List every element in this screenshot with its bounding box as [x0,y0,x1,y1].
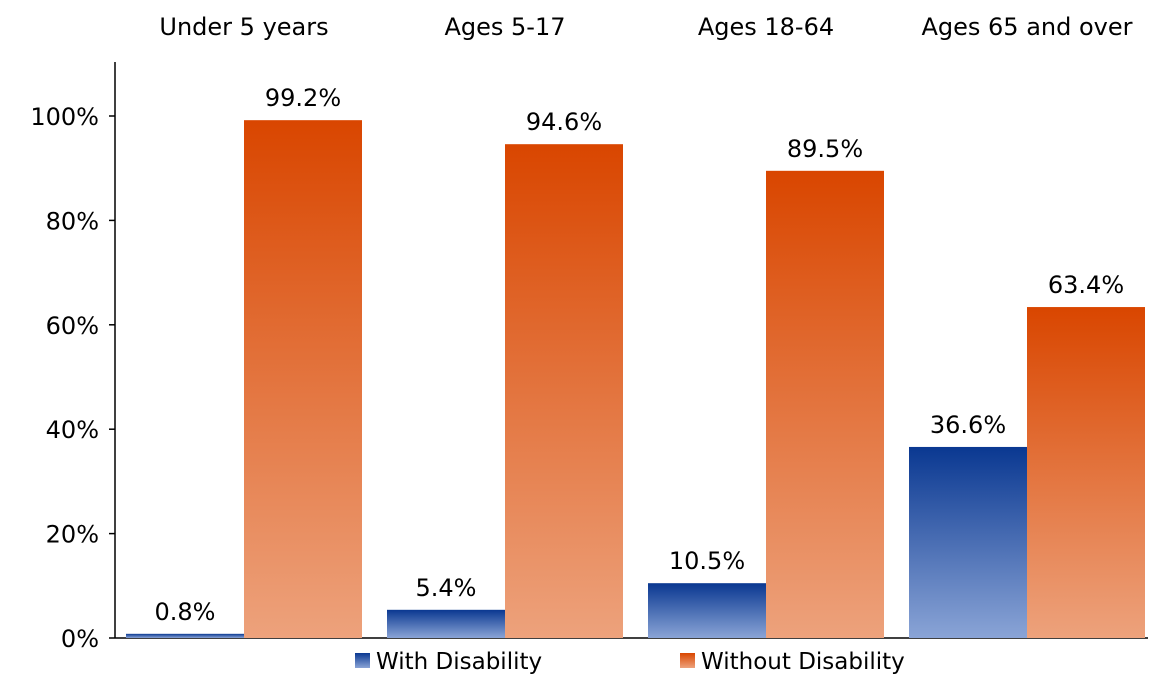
category-label: Under 5 years [159,13,328,41]
y-tick-label: 60% [46,312,99,340]
category-label: Ages 5-17 [444,13,565,41]
data-labels: 0.8% 5.4% 10.5% 36.6% 99.2% 94.6% 89.5% 63.4% [155,84,1125,626]
data-label: 63.4% [1048,271,1124,299]
y-tick-label: 20% [46,521,99,549]
bar [766,170,884,638]
bar [648,583,766,638]
y-tick-label: 80% [46,207,99,235]
bar [505,144,623,639]
legend-swatch [680,653,695,668]
bars [126,120,1145,639]
data-label: 36.6% [930,411,1006,439]
bar [387,609,505,638]
data-label: 5.4% [416,574,477,602]
y-tick-label: 40% [46,416,99,444]
data-label: 10.5% [669,547,745,575]
y-axis: 0% 20% 40% 60% 80% 100% [30,62,1148,653]
legend-label: With Disability [376,649,542,675]
bar [1027,307,1145,638]
legend-label: Without Disability [701,649,905,675]
category-label: Ages 65 and over [921,13,1132,41]
category-labels: Under 5 years Ages 5-17 Ages 18-64 Ages 65 … [159,13,1132,41]
legend: With Disability Without Disability [355,649,905,675]
y-tick-label: 0% [61,625,99,653]
data-label: 0.8% [155,598,216,626]
bar [909,446,1027,638]
data-label: 89.5% [787,135,863,163]
category-label: Ages 18-64 [698,13,834,41]
y-tick-label: 100% [30,103,99,131]
bar [126,633,244,638]
data-label: 94.6% [526,108,602,136]
legend-swatch [355,653,370,668]
bar [244,120,362,638]
data-label: 99.2% [265,84,341,112]
